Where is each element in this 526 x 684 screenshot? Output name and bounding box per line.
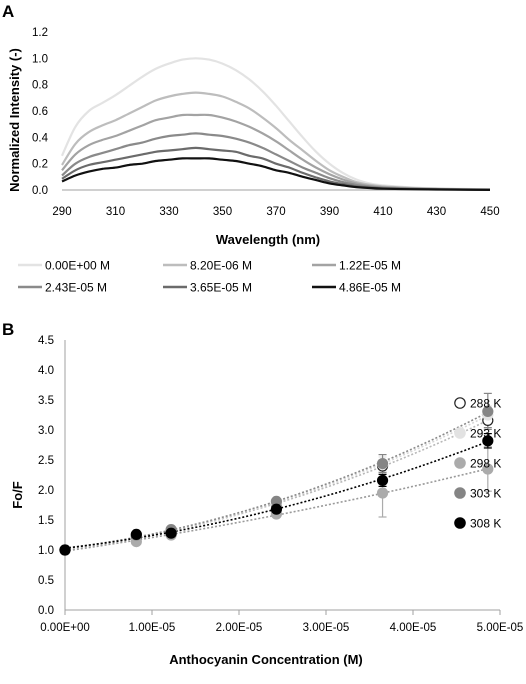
panel-a-legend-label: 1.22E-05 M [339,259,401,273]
panel-b-ylabel: Fo/F [10,481,25,508]
panel-a-legend-label: 3.65E-05 M [190,281,252,295]
panel-a-ylabel: Normalized Intensity (-) [7,48,22,192]
panel-b-xtick-label: 5.00E-05 [477,622,524,634]
panel-b-xtick-label: 4.00E-05 [390,622,437,634]
panel-b-ytick-label: 0.5 [38,575,54,587]
panel-a-xtick-label: 370 [266,206,285,218]
panel-a-xtick-label: 310 [106,206,125,218]
panel-a-legend-label: 8.20E-06 M [190,259,252,273]
panel-b-data-point [59,544,71,556]
panel-b-legend-marker [454,427,466,439]
panel-a-xtick-label: 330 [159,206,178,218]
panel-a-series-line [60,57,491,191]
panel-a-xtick-label: 350 [213,206,232,218]
panel-a-legend-label: 4.86E-05 M [339,281,401,295]
panel-b-legend-marker [454,517,466,529]
panel-b-data-point [270,503,283,515]
panel-b-ytick-label: 3.0 [38,425,54,437]
panel-a-ytick-label: 1.2 [32,27,48,39]
panel-a-legend-label: 0.00E+00 M [45,259,110,273]
panel-b-legend-marker [454,457,466,469]
panel-b-legend-label: 298 K [470,457,501,471]
panel-b-data-point [165,527,177,539]
panel-b-ticks: 0.0 0.5 1.0 1.5 2.0 2.5 3.0 3.5 4.0 4.5 0.00E+00 1.… [38,335,523,634]
panel-b-trendlines [64,411,489,552]
panel-a-legend-label: 2.43E-05 M [45,281,107,295]
panel-b-ytick-label: 0.0 [38,605,54,617]
panel-b-xtick-label: 0.00E+00 [40,622,90,634]
panel-b-legend-label: 293 K [470,427,501,441]
panel-a-xtick-label: 390 [320,206,339,218]
panel-a-ytick-label: 0.4 [32,132,49,144]
panel-b-letter: B [2,320,14,339]
panel-b-ytick-label: 4.5 [38,335,54,347]
panel-b-xtick-label: 2.00E-05 [216,622,263,634]
panel-b-ytick-label: 2.5 [38,455,54,467]
panel-a-xtick-label: 410 [373,206,392,218]
panel-b-axes [64,340,501,615]
panel-b: B 0.0 0.5 1.0 1.5 2.0 2.5 3.0 3.5 4.0 4.5 0.00E+00… [2,320,523,667]
panel-b-data-point [482,405,494,417]
panel-b-legend-marker [454,487,466,499]
panel-a-ytick-label: 0.2 [32,159,48,171]
panel-b-ytick-label: 1.0 [38,545,54,557]
panel-b-ytick-label: 1.5 [38,515,54,527]
panel-a-xtick-label: 430 [427,206,446,218]
panel-b-trendline [64,414,489,550]
panel-a-ytick-label: 0.0 [32,185,48,197]
panel-b-legend-marker [454,397,466,409]
panel-a-xlabel: Wavelength (nm) [216,232,320,247]
panel-b-legend-label: 288 K [470,397,501,411]
panel-a-ytick-label: 0.8 [32,80,48,92]
panel-b-data-point [482,435,494,447]
panel-b-data-point [376,458,389,470]
panel-b-data-point [130,528,142,541]
panel-a-letter: A [2,2,14,21]
panel-a: A 0.0 0.2 0.4 0.6 0.8 1.0 1.2 290 310 330 350 370 39… [2,2,500,295]
panel-b-ytick-label: 4.0 [38,365,54,377]
panel-b-data-point [376,474,389,486]
panel-a-series-line [61,157,491,191]
panel-b-data-point [376,487,389,499]
panel-a-ytick-label: 0.6 [32,106,48,118]
panel-b-points [59,405,494,556]
panel-b-ytick-label: 2.0 [38,485,54,497]
panel-a-legend: 0.00E+00 M 8.20E-06 M 1.22E-05 M 2.43E-05 M… [18,259,401,295]
panel-b-xlabel: Anthocyanin Concentration (M) [169,652,363,667]
panel-a-series-line [61,113,491,191]
panel-b-data-point [482,463,494,475]
panel-a-ticks: 0.0 0.2 0.4 0.6 0.8 1.0 1.2 290 310 330 350 370 390 4… [32,27,500,218]
panel-b-legend: 288 K 293 K 298 K 303 K 308 K [454,397,501,531]
panel-b-trendline [64,440,489,549]
panel-a-xtick-label: 450 [480,206,499,218]
panel-b-xtick-label: 3.00E-05 [303,622,350,634]
panel-b-legend-label: 303 K [470,487,501,501]
panel-b-ytick-label: 3.5 [38,395,54,407]
panel-b-legend-label: 308 K [470,517,501,531]
panel-b-trendline [64,419,489,551]
panel-b-trendline [64,411,489,550]
panel-b-xtick-label: 1.00E-05 [129,622,176,634]
panel-a-ytick-label: 1.0 [32,53,48,65]
panel-a-xtick-label: 290 [52,206,71,218]
panel-a-series [60,57,491,191]
